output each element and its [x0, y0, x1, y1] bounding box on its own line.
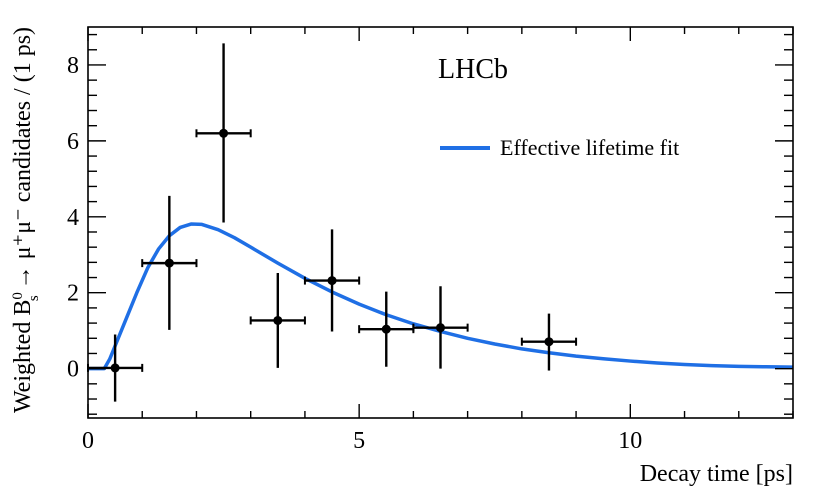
data-point-marker	[436, 323, 445, 333]
legend-label-fit: Effective lifetime fit	[500, 135, 679, 160]
y-tick-label: 6	[67, 129, 79, 155]
data-point-marker	[219, 128, 229, 138]
x-tick-label: 10	[618, 428, 642, 454]
data-point-7	[412, 286, 469, 369]
data-point-marker	[164, 258, 174, 268]
y-axis-title-prefix: Weighted B	[10, 300, 36, 413]
data-point-marker	[110, 363, 120, 373]
data-point-marker	[273, 315, 283, 325]
x-tick-label: 0	[82, 428, 94, 454]
data-point-4	[249, 272, 306, 368]
data-point-6	[358, 291, 415, 367]
y-axis-title: Weighted B0s → μ⁺μ⁻ candidates / (1 ps)	[10, 27, 42, 413]
data-point-marker	[327, 276, 337, 286]
data-point-5	[303, 229, 361, 332]
y-axis-title-sup: 0	[10, 292, 26, 300]
data-point-1	[87, 334, 144, 402]
x-axis-title: Decay time [ps]	[640, 461, 793, 487]
y-axis-title-suffix: → μ⁺μ⁻ candidates / (1 ps)	[10, 27, 36, 289]
y-tick-label: 4	[67, 205, 79, 231]
y-tick-label: 2	[67, 281, 79, 307]
data-point-8	[520, 313, 578, 371]
x-tick-label: 5	[353, 428, 365, 454]
data-point-2	[141, 195, 198, 330]
experiment-label: LHCb	[438, 54, 508, 85]
data-point-marker	[544, 337, 554, 347]
plot-frame	[87, 26, 794, 419]
y-axis-title-sub: s	[26, 295, 42, 301]
y-tick-label: 0	[67, 357, 79, 383]
data-point-marker	[381, 324, 391, 334]
y-tick-label: 8	[67, 53, 79, 79]
data-point-3	[195, 43, 252, 223]
